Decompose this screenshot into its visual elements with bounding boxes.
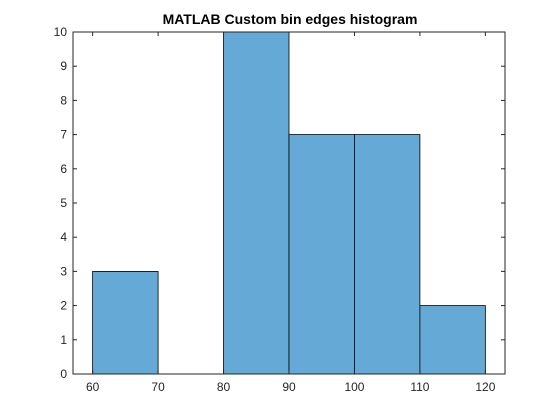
y-tick-label: 2 [60,299,67,313]
x-tick-label: 120 [475,380,495,394]
x-tick-label: 90 [282,380,296,394]
x-tick-label: 110 [410,380,429,394]
y-tick-label: 6 [60,162,67,176]
histogram-bar [92,270,159,375]
chart-title: MATLAB Custom bin edges histogram [163,11,418,27]
histogram-bar [288,134,355,375]
y-tick-label: 5 [60,196,67,210]
x-tick-label: 60 [86,380,100,394]
y-tick-label: 4 [60,230,67,244]
axis-ticks [73,31,505,375]
tick-labels: 60 70 80 90 100 110 120 0 1 2 3 4 5 6 7 8 9 10 [54,25,496,394]
y-tick-label: 0 [60,367,67,381]
histogram-bar [354,134,421,375]
y-tick-label: 10 [54,25,68,39]
x-tick-label: 80 [217,380,231,394]
histogram-bar [223,31,290,375]
y-tick-label: 8 [60,93,67,107]
y-tick-label: 9 [60,59,67,73]
x-tick-label: 70 [151,380,165,394]
y-tick-label: 3 [60,264,67,278]
x-tick-label: 100 [344,380,364,394]
histogram-bar [419,305,486,375]
y-tick-label: 1 [60,333,67,347]
bar-group [92,31,486,375]
y-tick-label: 7 [60,128,67,142]
